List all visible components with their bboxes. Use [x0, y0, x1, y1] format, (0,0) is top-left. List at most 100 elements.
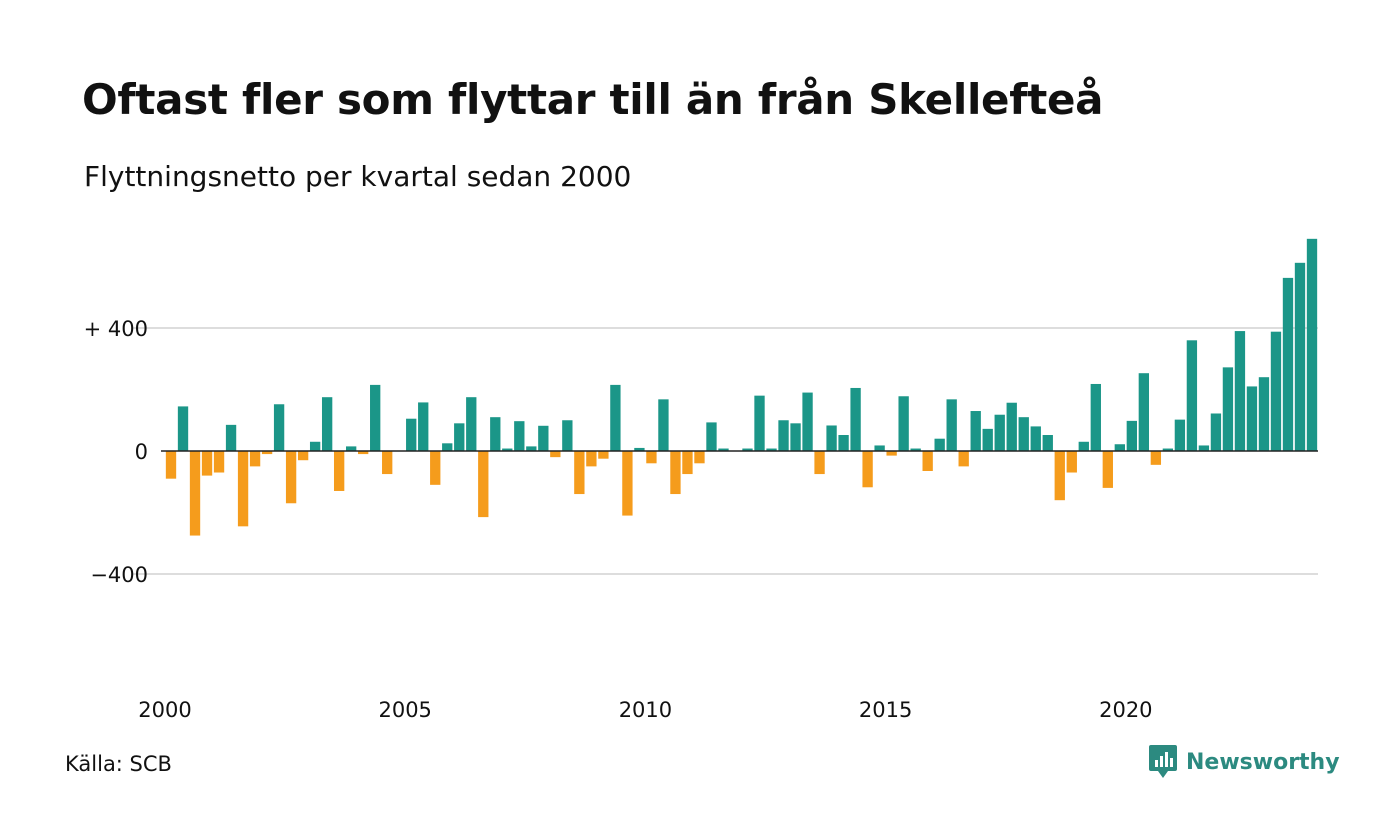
bar — [586, 451, 597, 467]
bar — [742, 448, 753, 451]
bar — [1006, 402, 1017, 451]
bar — [1126, 420, 1137, 451]
bar — [1102, 451, 1113, 488]
x-tick-label: 2010 — [619, 698, 672, 722]
bar — [886, 451, 897, 456]
bar — [1246, 386, 1258, 452]
bar — [225, 424, 237, 451]
bar — [454, 423, 465, 451]
y-axis-labels: + 400 0 −400 — [84, 317, 148, 587]
bar — [406, 418, 417, 451]
bar — [1042, 435, 1053, 451]
bar — [1306, 238, 1318, 451]
bar — [261, 451, 273, 455]
bar — [1198, 445, 1210, 451]
bar — [333, 451, 345, 491]
bar — [478, 451, 489, 518]
bar — [766, 448, 777, 451]
bar — [946, 399, 957, 451]
bar — [802, 392, 813, 451]
bar — [213, 451, 225, 473]
bar — [754, 395, 765, 451]
page-title: Oftast fler som flyttar till än från Ske… — [82, 75, 1104, 124]
x-axis-labels: 2000 2005 2010 2015 2020 — [138, 698, 1152, 722]
bar — [598, 451, 609, 459]
bar — [430, 451, 441, 485]
bar — [442, 443, 453, 451]
bar — [201, 451, 213, 476]
bar — [538, 425, 549, 451]
bar — [1282, 277, 1294, 451]
bar — [958, 451, 969, 467]
bar — [370, 384, 381, 451]
bar — [285, 451, 297, 504]
bar — [646, 451, 657, 464]
bar — [850, 387, 861, 451]
x-tick-label: 2005 — [378, 698, 431, 722]
source-note: Källa: SCB — [65, 752, 172, 776]
bar — [358, 451, 369, 455]
bar — [1066, 451, 1077, 473]
bar — [898, 396, 909, 451]
bar — [1114, 444, 1125, 451]
bar — [177, 406, 189, 451]
y-tick-label: −400 — [90, 563, 148, 587]
bar — [418, 402, 429, 452]
bar — [658, 399, 669, 451]
bar — [1018, 417, 1029, 452]
brand[interactable]: Newsworthy — [1148, 743, 1340, 781]
bar — [1174, 419, 1186, 451]
bar — [778, 420, 789, 451]
bar — [165, 451, 177, 479]
bar — [249, 451, 261, 467]
x-tick-label: 2015 — [859, 698, 912, 722]
bar — [273, 404, 285, 451]
bar — [502, 448, 513, 451]
bar — [826, 425, 837, 451]
bar — [814, 451, 825, 475]
bar — [1258, 377, 1270, 451]
bar — [934, 438, 945, 451]
bar — [382, 451, 393, 475]
bar — [1030, 426, 1041, 451]
bar — [610, 384, 621, 451]
bar — [718, 448, 729, 451]
bar — [309, 441, 321, 451]
bar — [1054, 451, 1065, 501]
bar — [790, 423, 801, 451]
newsworthy-logo-icon — [1149, 745, 1177, 778]
y-tick-label: 0 — [135, 440, 148, 464]
bar — [682, 451, 693, 475]
bar — [1222, 367, 1234, 451]
bar — [622, 451, 633, 516]
bar — [297, 451, 309, 461]
bar — [982, 428, 993, 451]
bar — [970, 411, 981, 451]
brand-name: Newsworthy — [1186, 749, 1340, 775]
bar — [1078, 441, 1089, 451]
bar — [1138, 373, 1150, 451]
bar — [910, 448, 921, 451]
bar — [1090, 383, 1101, 451]
bar — [514, 421, 525, 451]
x-tick-label: 2000 — [138, 698, 191, 722]
bar — [562, 420, 573, 451]
bar — [1186, 340, 1198, 451]
bar — [862, 451, 873, 488]
bar — [634, 447, 645, 452]
chart-grid — [133, 327, 1318, 575]
bar — [1162, 448, 1174, 451]
bar — [466, 397, 477, 451]
chart-bars — [165, 238, 1318, 536]
bar — [706, 422, 717, 451]
bar — [670, 451, 681, 495]
bar — [321, 397, 333, 451]
page-subtitle: Flyttningsnetto per kvartal sedan 2000 — [84, 160, 632, 193]
bar — [838, 435, 849, 451]
bar — [526, 446, 537, 451]
x-tick-label: 2020 — [1099, 698, 1152, 722]
bar — [490, 417, 501, 452]
bar — [346, 446, 357, 451]
bar — [189, 451, 201, 536]
